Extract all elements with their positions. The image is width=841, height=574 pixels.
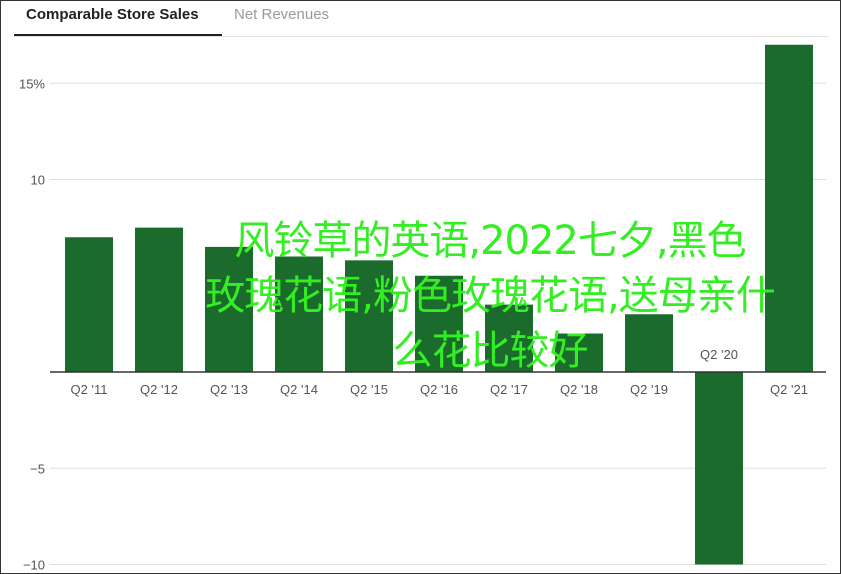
bar bbox=[205, 246, 253, 372]
tab-comparable-store-sales[interactable]: Comparable Store Sales bbox=[14, 0, 222, 36]
tab-divider bbox=[14, 36, 829, 37]
bar bbox=[485, 304, 533, 372]
x-tick-label: Q2 '15 bbox=[350, 382, 388, 397]
x-tick-label: Q2 '18 bbox=[560, 382, 598, 397]
x-tick-label: Q2 '19 bbox=[630, 382, 668, 397]
x-tick-label: Q2 '21 bbox=[770, 382, 808, 397]
x-tick-label: Q2 '17 bbox=[490, 382, 528, 397]
x-tick-label: Q2 '20 bbox=[700, 347, 738, 362]
bar bbox=[345, 260, 393, 372]
bar bbox=[555, 333, 603, 372]
tab-net-revenues[interactable]: Net Revenues bbox=[234, 6, 330, 23]
bar bbox=[415, 275, 463, 372]
y-tick-label: 15% bbox=[19, 76, 45, 91]
x-tick-label: Q2 '16 bbox=[420, 382, 458, 397]
x-tick-label: Q2 '12 bbox=[140, 382, 178, 397]
y-tick-label: 10 bbox=[31, 173, 45, 188]
x-tick-label: Q2 '11 bbox=[71, 382, 108, 397]
tab-bar: Comparable Store Sales Net Revenues bbox=[14, 0, 341, 36]
bar bbox=[65, 237, 113, 372]
x-tick-label: Q2 '13 bbox=[210, 382, 248, 397]
bar bbox=[695, 372, 743, 565]
y-tick-label: −5 bbox=[30, 461, 45, 476]
bar bbox=[135, 227, 183, 372]
y-tick-label: −10 bbox=[23, 558, 45, 573]
bar bbox=[275, 256, 323, 372]
bar bbox=[625, 314, 673, 372]
x-tick-label: Q2 '14 bbox=[280, 382, 318, 397]
bar bbox=[765, 44, 813, 372]
